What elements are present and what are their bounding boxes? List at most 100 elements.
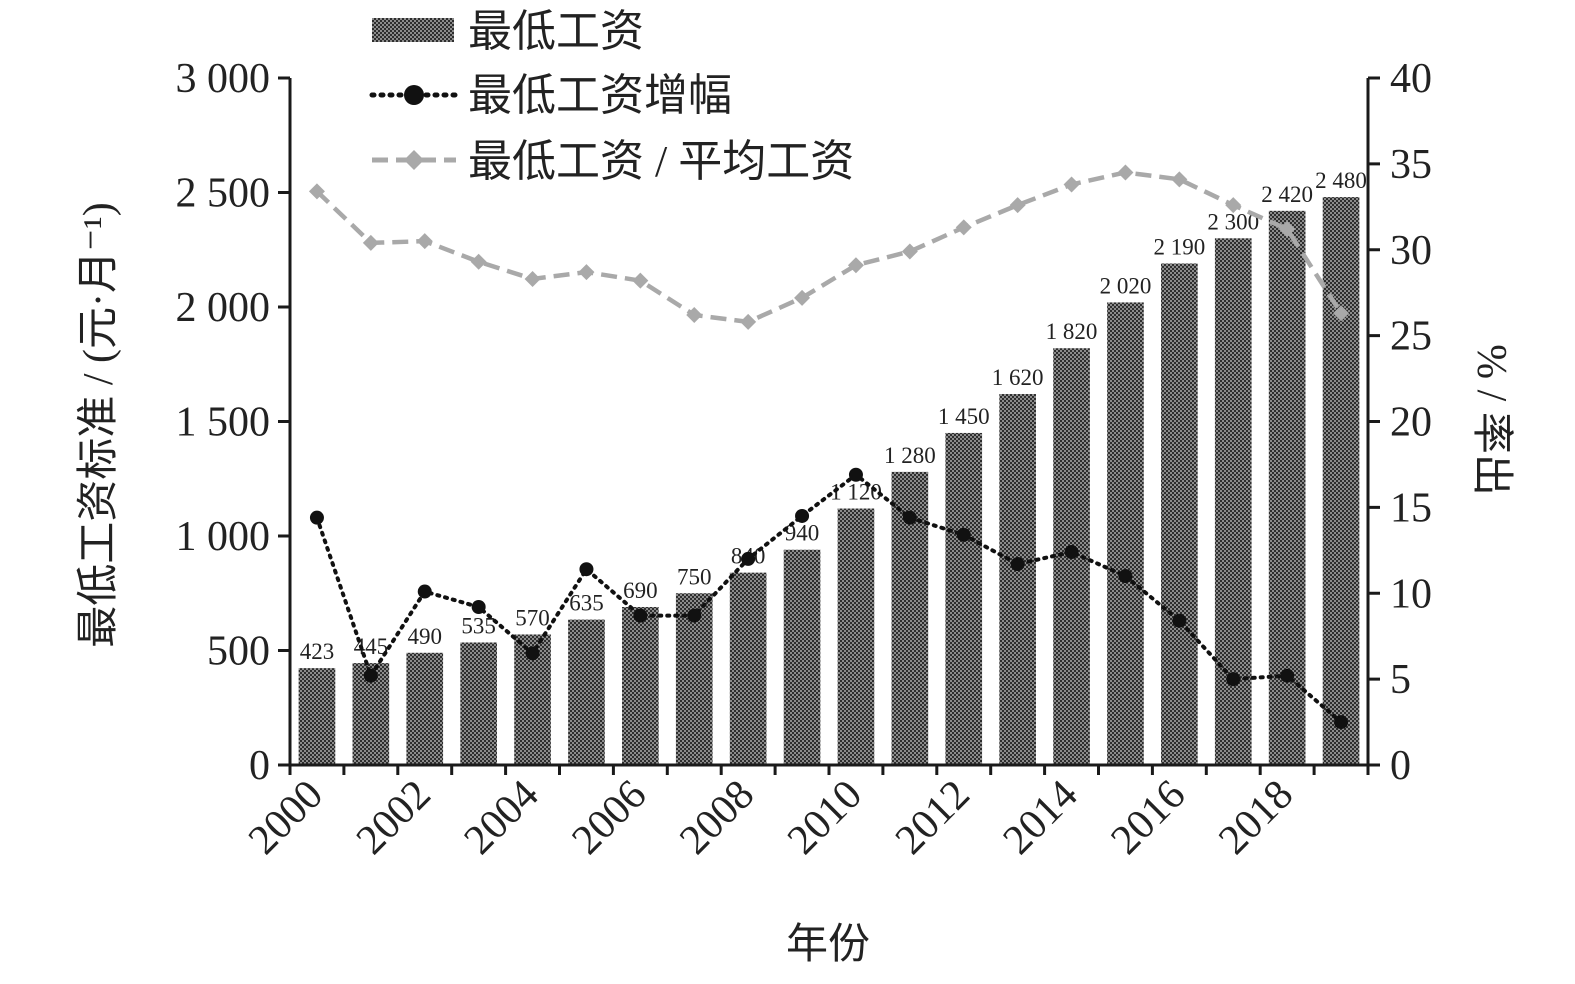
bar-label-2014: 1 820 [1046,319,1098,344]
y-right-tick-label-0: 0 [1390,743,1411,789]
ratio-point-2018 [1279,221,1296,238]
bar-label-2011: 1 280 [884,443,936,468]
y-right-tick-label-5: 5 [1390,657,1411,703]
growth-series-line [314,472,1344,725]
y-right-tick-label-40: 40 [1390,56,1432,102]
bar-label-2018: 2 420 [1261,182,1313,207]
ratio-point-2004 [524,270,541,287]
x-tick-label-2008: 2008 [671,772,763,864]
y-left-tick-label-2500: 2 500 [176,171,271,217]
bar-label-2012: 1 450 [938,404,990,429]
legend-label-ratio: 最低工资 / 平均工资 [468,137,854,186]
y-left-tick-label-500: 500 [207,629,270,675]
growth-point-2006 [633,608,648,623]
x-tick-label-2010: 2010 [779,772,871,864]
bar-2012 [945,432,983,765]
growth-point-2012 [956,527,971,542]
bar-label-2005: 635 [569,591,604,616]
y-left-tick-label-0: 0 [249,743,270,789]
ratio-point-2009 [794,289,811,306]
bar-2015 [1107,302,1144,765]
x-tick-label-2018: 2018 [1210,772,1302,864]
x-tick-label-2014: 2014 [995,772,1087,864]
growth-point-2001 [363,668,378,683]
ratio-point-2019 [1333,305,1350,322]
bar-label-2007: 750 [677,564,712,589]
ratio-point-2010 [847,257,864,274]
bars-layer [298,197,1360,766]
x-tick-label-2006: 2006 [563,772,655,864]
ratio-point-2017 [1225,197,1242,214]
ratio-point-2000 [308,183,325,200]
growth-point-2014 [1064,545,1079,560]
bar-label-2004: 570 [515,605,550,630]
ratio-point-2005 [578,264,595,281]
y-axis-left-title: 最低工资标准 / (元·月⁻¹) [76,202,122,647]
growth-point-2009 [795,508,810,523]
growth-point-2007 [687,608,702,623]
growth-point-2013 [1010,557,1025,572]
x-tick-label-2002: 2002 [348,772,440,864]
y-right-tick-label-30: 30 [1390,228,1432,274]
bar-2008 [729,572,767,765]
y-left-tick-label-3000: 3 000 [176,56,271,102]
x-tick-label-2016: 2016 [1102,772,1194,864]
x-tick-label-2004: 2004 [456,772,548,864]
y-right-tick-label-25: 25 [1390,314,1432,360]
bar-label-2006: 690 [623,578,658,603]
growth-point-2018 [1280,668,1295,683]
legend-bar-swatch [372,18,454,42]
bar-label-2002: 490 [408,624,443,649]
ratio-point-2007 [686,307,703,324]
ratio-point-2002 [416,233,433,250]
bar-2006 [622,606,659,765]
y-right-tick-label-35: 35 [1390,142,1432,188]
bar-2009 [783,549,821,765]
growth-point-2019 [1334,715,1349,730]
bar-label-2013: 1 620 [992,365,1044,390]
ratio-point-2006 [632,272,649,289]
bar-label-2010: 1 120 [830,480,882,505]
ratio-point-2011 [901,243,918,260]
y-left-tick-label-1500: 1 500 [176,400,271,446]
x-axis-title: 年份 [786,921,870,968]
bar-label-2000: 423 [300,639,335,664]
legend-growth-marker [404,85,424,105]
bar-2000 [298,668,336,765]
x-tick-label-2012: 2012 [887,772,979,864]
growth-point-2017 [1226,672,1241,687]
growth-point-2008 [741,551,756,566]
y-axis-right-title: % / 率出 [1468,344,1515,496]
legend-label-min-wage: 最低工资 [468,7,644,56]
growth-point-2015 [1118,569,1133,584]
y-left-tick-label-1000: 1 000 [176,514,271,560]
ratio-point-2016 [1171,171,1188,188]
ratio-point-2003 [470,253,487,270]
ratio-point-2001 [362,234,379,251]
growth-point-2000 [309,510,324,525]
ratio-point-2012 [955,219,972,236]
ratio-point-2015 [1117,164,1134,181]
legend-ratio-marker [404,150,424,170]
growth-point-2016 [1172,613,1187,628]
bar-2016 [1161,263,1198,765]
legend-label-growth: 最低工资增幅 [468,71,732,120]
bar-2013 [999,394,1036,765]
growth-point-2010 [848,467,863,482]
bar-2005 [568,619,605,765]
bar-2003 [460,642,497,765]
growth-point-2011 [902,510,917,525]
growth-point-2004 [525,646,540,661]
ratio-point-2008 [740,313,757,330]
legend: 最低工资 最低工资增幅 最低工资 / 平均工资 [369,7,854,186]
y-left-tick-label-2000: 2 000 [176,285,271,331]
bar-label-2019: 2 480 [1315,168,1367,193]
y-right-tick-label-15: 15 [1390,485,1432,531]
ratio-point-2014 [1063,176,1080,193]
lines-layer [308,164,1350,730]
bar-2010 [837,508,875,765]
growth-point-2005 [579,562,594,577]
bar-2002 [406,652,444,765]
growth-point-2003 [471,599,486,614]
